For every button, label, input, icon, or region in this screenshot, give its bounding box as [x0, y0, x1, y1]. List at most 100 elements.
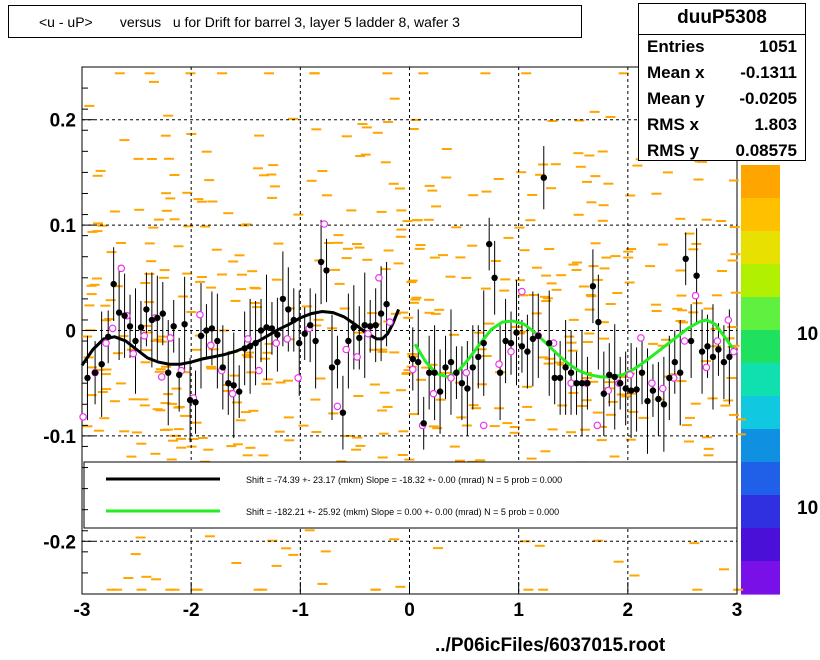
histogram-cell: [93, 222, 103, 225]
histogram-cell: [412, 219, 422, 221]
histogram-cell: [566, 431, 576, 434]
histogram-cell: [514, 226, 525, 229]
histogram-cell: [526, 457, 537, 460]
histogram-cell: [729, 226, 740, 229]
data-point: [263, 324, 270, 331]
histogram-cell: [268, 164, 279, 167]
histogram-cell: [726, 377, 737, 379]
color-palette: [741, 165, 780, 595]
histogram-cell: [514, 279, 525, 282]
histogram-cell: [94, 368, 105, 371]
histogram-cell: [169, 218, 180, 221]
x-tick-label: -1: [292, 600, 309, 621]
histogram-cell: [623, 256, 634, 259]
histogram-cell: [409, 301, 420, 304]
histogram-cell: [389, 97, 400, 100]
histogram-cell: [538, 163, 549, 166]
histogram-cell: [226, 445, 237, 448]
histogram-cell: [376, 210, 387, 213]
histogram-cell: [87, 366, 98, 369]
histogram-cell: [99, 417, 110, 420]
histogram-cell: [711, 294, 722, 297]
data-point: [307, 322, 314, 329]
histogram-cell: [535, 173, 546, 176]
histogram-cell: [651, 303, 661, 306]
data-point: [578, 380, 586, 387]
stat-label: RMS y: [647, 141, 699, 160]
data-point: [339, 409, 347, 416]
histogram-cell: [131, 431, 142, 434]
open-marker: [333, 402, 342, 411]
histogram-cell: [191, 421, 202, 424]
data-point: [312, 337, 319, 345]
histogram-cell: [518, 294, 529, 297]
histogram-cell: [175, 437, 186, 440]
histogram-cell: [625, 194, 636, 197]
histogram-cell: [481, 355, 492, 357]
data-point: [480, 339, 487, 347]
histogram-cell: [133, 157, 144, 160]
histogram-cells: [82, 72, 747, 591]
histogram-cell: [377, 456, 388, 459]
histogram-cell: [490, 260, 501, 262]
histogram-cell: [134, 208, 145, 211]
histogram-cell: [353, 395, 364, 397]
data-point: [176, 371, 183, 378]
histogram-cell: [372, 131, 383, 134]
histogram-cell: [311, 324, 322, 327]
histogram-cell: [550, 163, 561, 166]
histogram-cell: [173, 406, 184, 409]
open-marker: [207, 341, 215, 350]
histogram-cell: [106, 251, 117, 254]
histogram-cell: [341, 135, 352, 138]
stats-title: duuP5308: [677, 7, 767, 28]
palette-band: [741, 264, 780, 298]
histogram-cell: [118, 335, 129, 338]
histogram-cell: [168, 439, 179, 442]
data-point: [115, 309, 123, 316]
histogram-cell: [154, 370, 165, 373]
histogram-cell: [229, 374, 240, 377]
histogram-cell: [208, 348, 219, 351]
histogram-cell: [531, 266, 542, 269]
histogram-cell: [207, 200, 218, 203]
palette-band: [741, 429, 780, 463]
open-marker: [479, 421, 488, 430]
histogram-cell: [608, 400, 619, 403]
data-point: [562, 364, 569, 371]
fit-legend: Shift = -74.39 +- 23.17 (mkm) Slope = -1…: [83, 461, 738, 529]
histogram-cell: [84, 104, 95, 107]
histogram-cell: [355, 155, 366, 157]
histogram-cell: [382, 72, 393, 75]
histogram-cell: [262, 351, 273, 354]
open-marker: [129, 349, 138, 358]
histogram-cell: [254, 134, 264, 137]
data-point: [214, 337, 221, 345]
histogram-cell: [206, 286, 217, 289]
histogram-cell: [160, 402, 171, 405]
palette-band: [741, 462, 780, 496]
histogram-cell: [597, 219, 608, 222]
data-point: [105, 333, 112, 340]
histogram-cell: [163, 114, 174, 117]
y-tick-label: 0.2: [50, 111, 76, 132]
data-point: [584, 380, 591, 387]
histogram-cell: [92, 277, 102, 280]
histogram-cell: [416, 378, 426, 381]
histogram-cell: [283, 416, 294, 419]
histogram-cell: [144, 242, 155, 245]
palette-band: [741, 363, 780, 397]
histogram-cell: [509, 426, 520, 428]
histogram-cell: [586, 295, 597, 298]
histogram-cell: [692, 588, 703, 591]
histogram-cell: [568, 318, 579, 321]
histogram-cell: [697, 160, 708, 163]
histogram-cell: [211, 248, 222, 251]
data-point: [197, 332, 205, 339]
axes: -3 -2 -1 0 1 2 3 -0.2 -0.1 0 0.1 0.2: [43, 66, 742, 621]
open-marker: [140, 331, 149, 340]
histogram-cell: [112, 588, 123, 591]
histogram-cell: [393, 262, 404, 265]
histogram-cell: [514, 332, 525, 335]
